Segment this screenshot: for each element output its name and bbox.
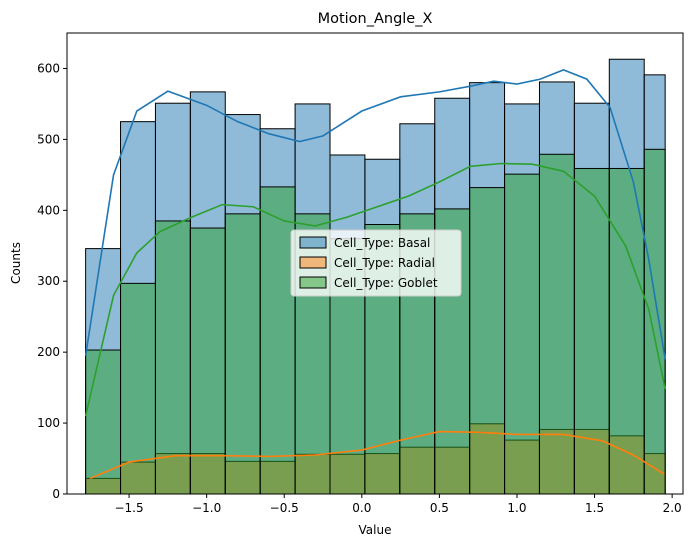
y-tick-label-4: 400 — [37, 203, 60, 217]
x-tick-label-0: −1.5 — [114, 501, 143, 515]
legend-swatch-2 — [299, 276, 327, 289]
legend-label-1: Cell_Type: Radial — [334, 256, 435, 270]
y-axis-label: Counts — [9, 242, 23, 284]
x-tick-label-1: −1.0 — [192, 501, 221, 515]
bar-2-0 — [85, 349, 122, 495]
legend-box — [290, 229, 462, 297]
x-tick-label-2: −0.5 — [270, 501, 299, 515]
x-tick-label-5: 1.0 — [507, 501, 526, 515]
bar-2-13 — [538, 153, 575, 495]
bar-2-5 — [259, 186, 296, 495]
bar-2-1 — [120, 282, 156, 495]
chart-title: Motion_Angle_X — [318, 11, 433, 27]
kde-line-1 — [89, 430, 665, 480]
kde-line-0 — [84, 69, 666, 360]
legend-label-0: Cell_Type: Basal — [334, 236, 430, 250]
axes-frame — [66, 32, 684, 495]
bar-2-14 — [573, 167, 610, 495]
x-tick-label-3: 0.0 — [352, 501, 371, 515]
y-tick-label-2: 200 — [37, 345, 60, 359]
bar-2-12 — [504, 173, 540, 495]
y-tick-label-5: 500 — [37, 132, 60, 146]
x-tick-label-7: 2.0 — [663, 501, 682, 515]
y-tick-label-3: 300 — [37, 274, 60, 288]
legend-label-2: Cell_Type: Goblet — [334, 276, 438, 290]
kde-line-2 — [84, 162, 666, 417]
bar-2-15 — [608, 167, 645, 495]
x-axis-label: Value — [359, 523, 392, 537]
y-tick-label-1: 100 — [37, 416, 60, 430]
x-tick-label-6: 1.5 — [585, 501, 604, 515]
bar-2-4 — [224, 213, 261, 495]
legend-swatch-1 — [299, 256, 327, 269]
y-tick-label-0: 0 — [52, 487, 60, 501]
bar-2-11 — [469, 187, 506, 495]
bar-2-16 — [643, 148, 666, 495]
bar-2-2 — [154, 220, 191, 495]
y-tick-label-6: 600 — [37, 61, 60, 75]
legend-swatch-0 — [299, 236, 327, 249]
axes: −1.5 −1.0 −0.5 0.0 0.5 1.0 1.5 2.0 0 100 200 300 400… — [37, 32, 684, 515]
x-tick-label-4: 0.5 — [430, 501, 449, 515]
bar-2-3 — [189, 227, 226, 495]
legend: Cell_Type: Basal Cell_Type: Radial Cell_Ty… — [290, 229, 462, 297]
